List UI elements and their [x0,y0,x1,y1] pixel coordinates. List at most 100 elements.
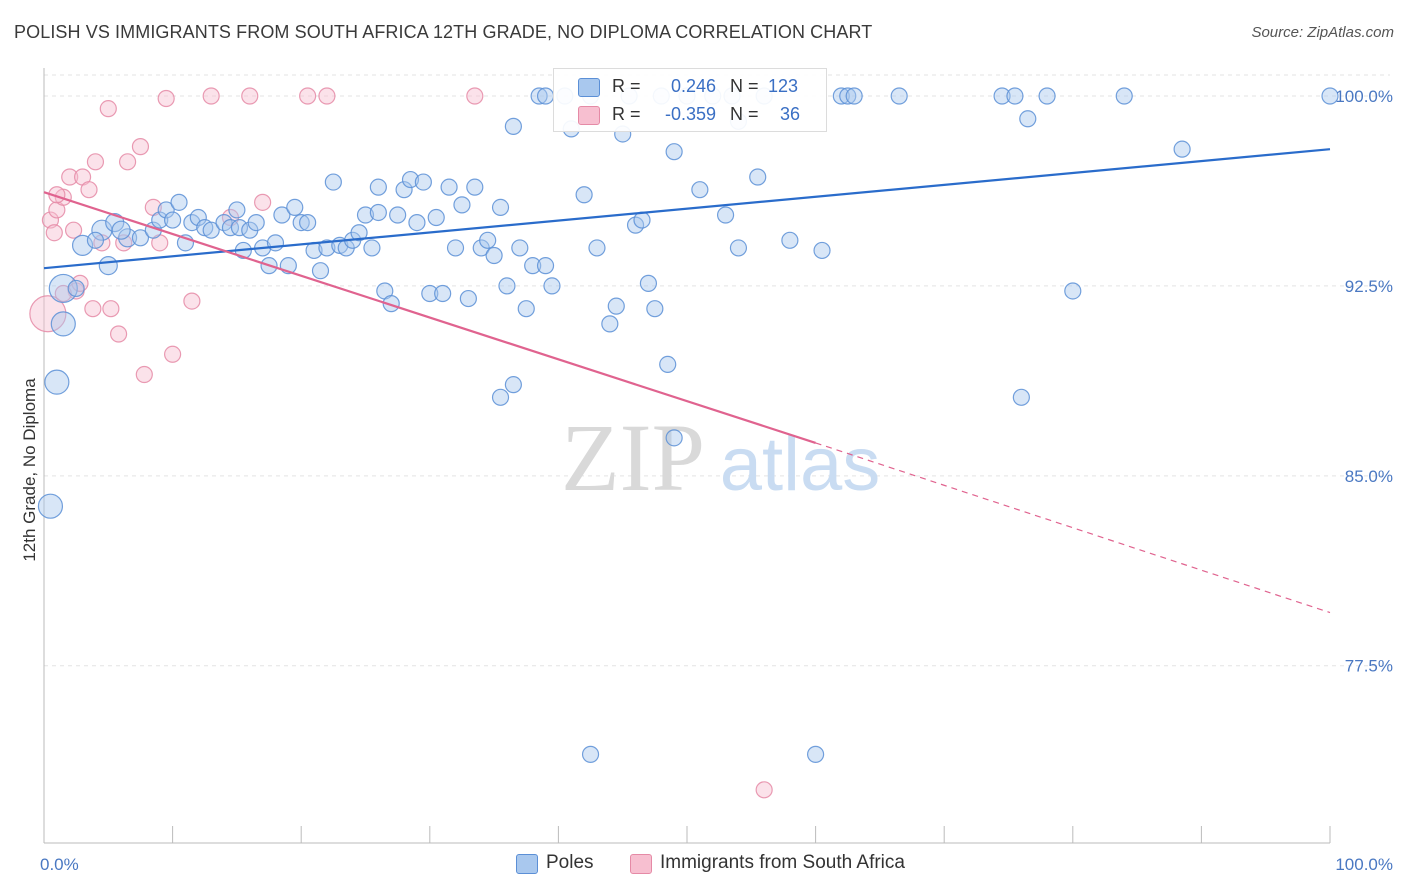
poles-point [427,208,445,227]
tick-labels: 77.5% 85.0% 92.5% 100.0% 0.0% 100.0% [40,87,1393,874]
poles-point [189,208,207,227]
south-africa-point [157,89,175,108]
south-africa-point [61,168,79,186]
poles-point [633,211,651,229]
south-africa-point [80,181,98,199]
south-africa-point [86,153,105,171]
poles-point [1115,87,1133,105]
legend-label-south-africa: Immigrants from South Africa [660,852,905,873]
south-africa-point [109,325,128,343]
south-africa-point [135,365,153,384]
poles-point [504,117,522,135]
poles-point [581,745,600,763]
poles-point [466,178,484,196]
poles-point [202,221,220,239]
r-value: -0.359 [664,104,716,124]
poles-point [806,745,825,763]
poles-point [408,213,426,232]
y-tick-label: 100.0% [1335,87,1393,106]
legend-swatch-poles [516,854,538,874]
n-value: 123 [768,76,799,96]
south-africa-trend-line [43,191,816,444]
poles-point [434,284,452,303]
south-africa-point [99,100,117,118]
poles-point [157,201,175,219]
poles-point [247,213,265,232]
poles-point [131,229,150,247]
south-africa-point [118,153,137,171]
poles-point [716,206,735,224]
poles-point [1321,87,1339,105]
poles-point [273,206,291,224]
axes [43,68,1331,844]
poles-point [517,300,535,318]
south-africa-point [299,87,317,105]
south-africa-point [131,138,150,156]
watermark-atlas: atlas [720,422,881,507]
poles-point [401,170,420,189]
watermark: ZIP atlas [561,404,880,511]
poles-point [543,277,561,295]
poles-point [311,262,330,280]
poles-point [536,87,555,105]
stats-row-poles: R = 0.246 N = 123 [554,73,826,101]
poles-point [164,211,182,229]
trend-lines [43,148,1331,614]
poles-point [389,206,407,224]
poles-point [665,429,683,447]
r-label: R = [612,104,641,124]
poles-point [601,315,619,333]
poles-point [479,231,497,249]
poles-point [48,273,78,304]
south-africa-point [54,284,72,303]
poles-point [421,284,439,303]
poles-point [369,178,387,196]
poles-point [485,246,503,265]
poles-point [414,173,432,191]
poles-point [299,213,317,232]
poles-point [446,239,465,257]
poles-point [659,355,677,374]
poles-point [105,212,125,233]
stats-row-south-africa: R = -0.359 N = 36 [554,101,826,129]
poles-point [170,193,188,211]
south-africa-point [254,193,272,211]
south-africa-point [84,300,102,318]
south-africa-point [164,345,182,363]
poles-point [1038,87,1056,105]
poles-point [845,87,863,105]
poles-point [440,178,458,196]
south-africa-swatch [578,106,600,125]
legend-label-poles: Poles [546,852,594,873]
poles-point [228,201,246,219]
poles-point [639,274,658,292]
poles-point [266,234,285,252]
poles-point [350,224,368,242]
south-africa-point [41,211,60,229]
poles-point [646,300,664,318]
south-africa-point [29,295,67,333]
poles-point [151,211,169,229]
poles-point [369,203,387,222]
x-tick-label: 100.0% [1335,855,1393,874]
poles-point [86,231,105,249]
n-value: 36 [780,104,801,124]
poles-point [839,87,857,105]
south-africa-point [318,87,336,105]
poles-point [98,256,118,276]
south-africa-point [102,300,120,318]
grid-lines [44,74,1390,667]
x-tick-label: 0.0% [40,855,79,874]
south-africa-point [64,221,83,239]
y-tick-label: 85.0% [1345,467,1393,486]
poles-point [1173,140,1191,158]
south-africa-point [755,781,773,799]
poles-point [511,239,529,257]
poles-point [575,186,593,204]
poles-point [292,213,310,232]
poles-point [1064,282,1082,300]
poles-point [221,219,240,237]
legend-swatch-south-africa [630,854,652,874]
n-label: N = [730,104,759,124]
